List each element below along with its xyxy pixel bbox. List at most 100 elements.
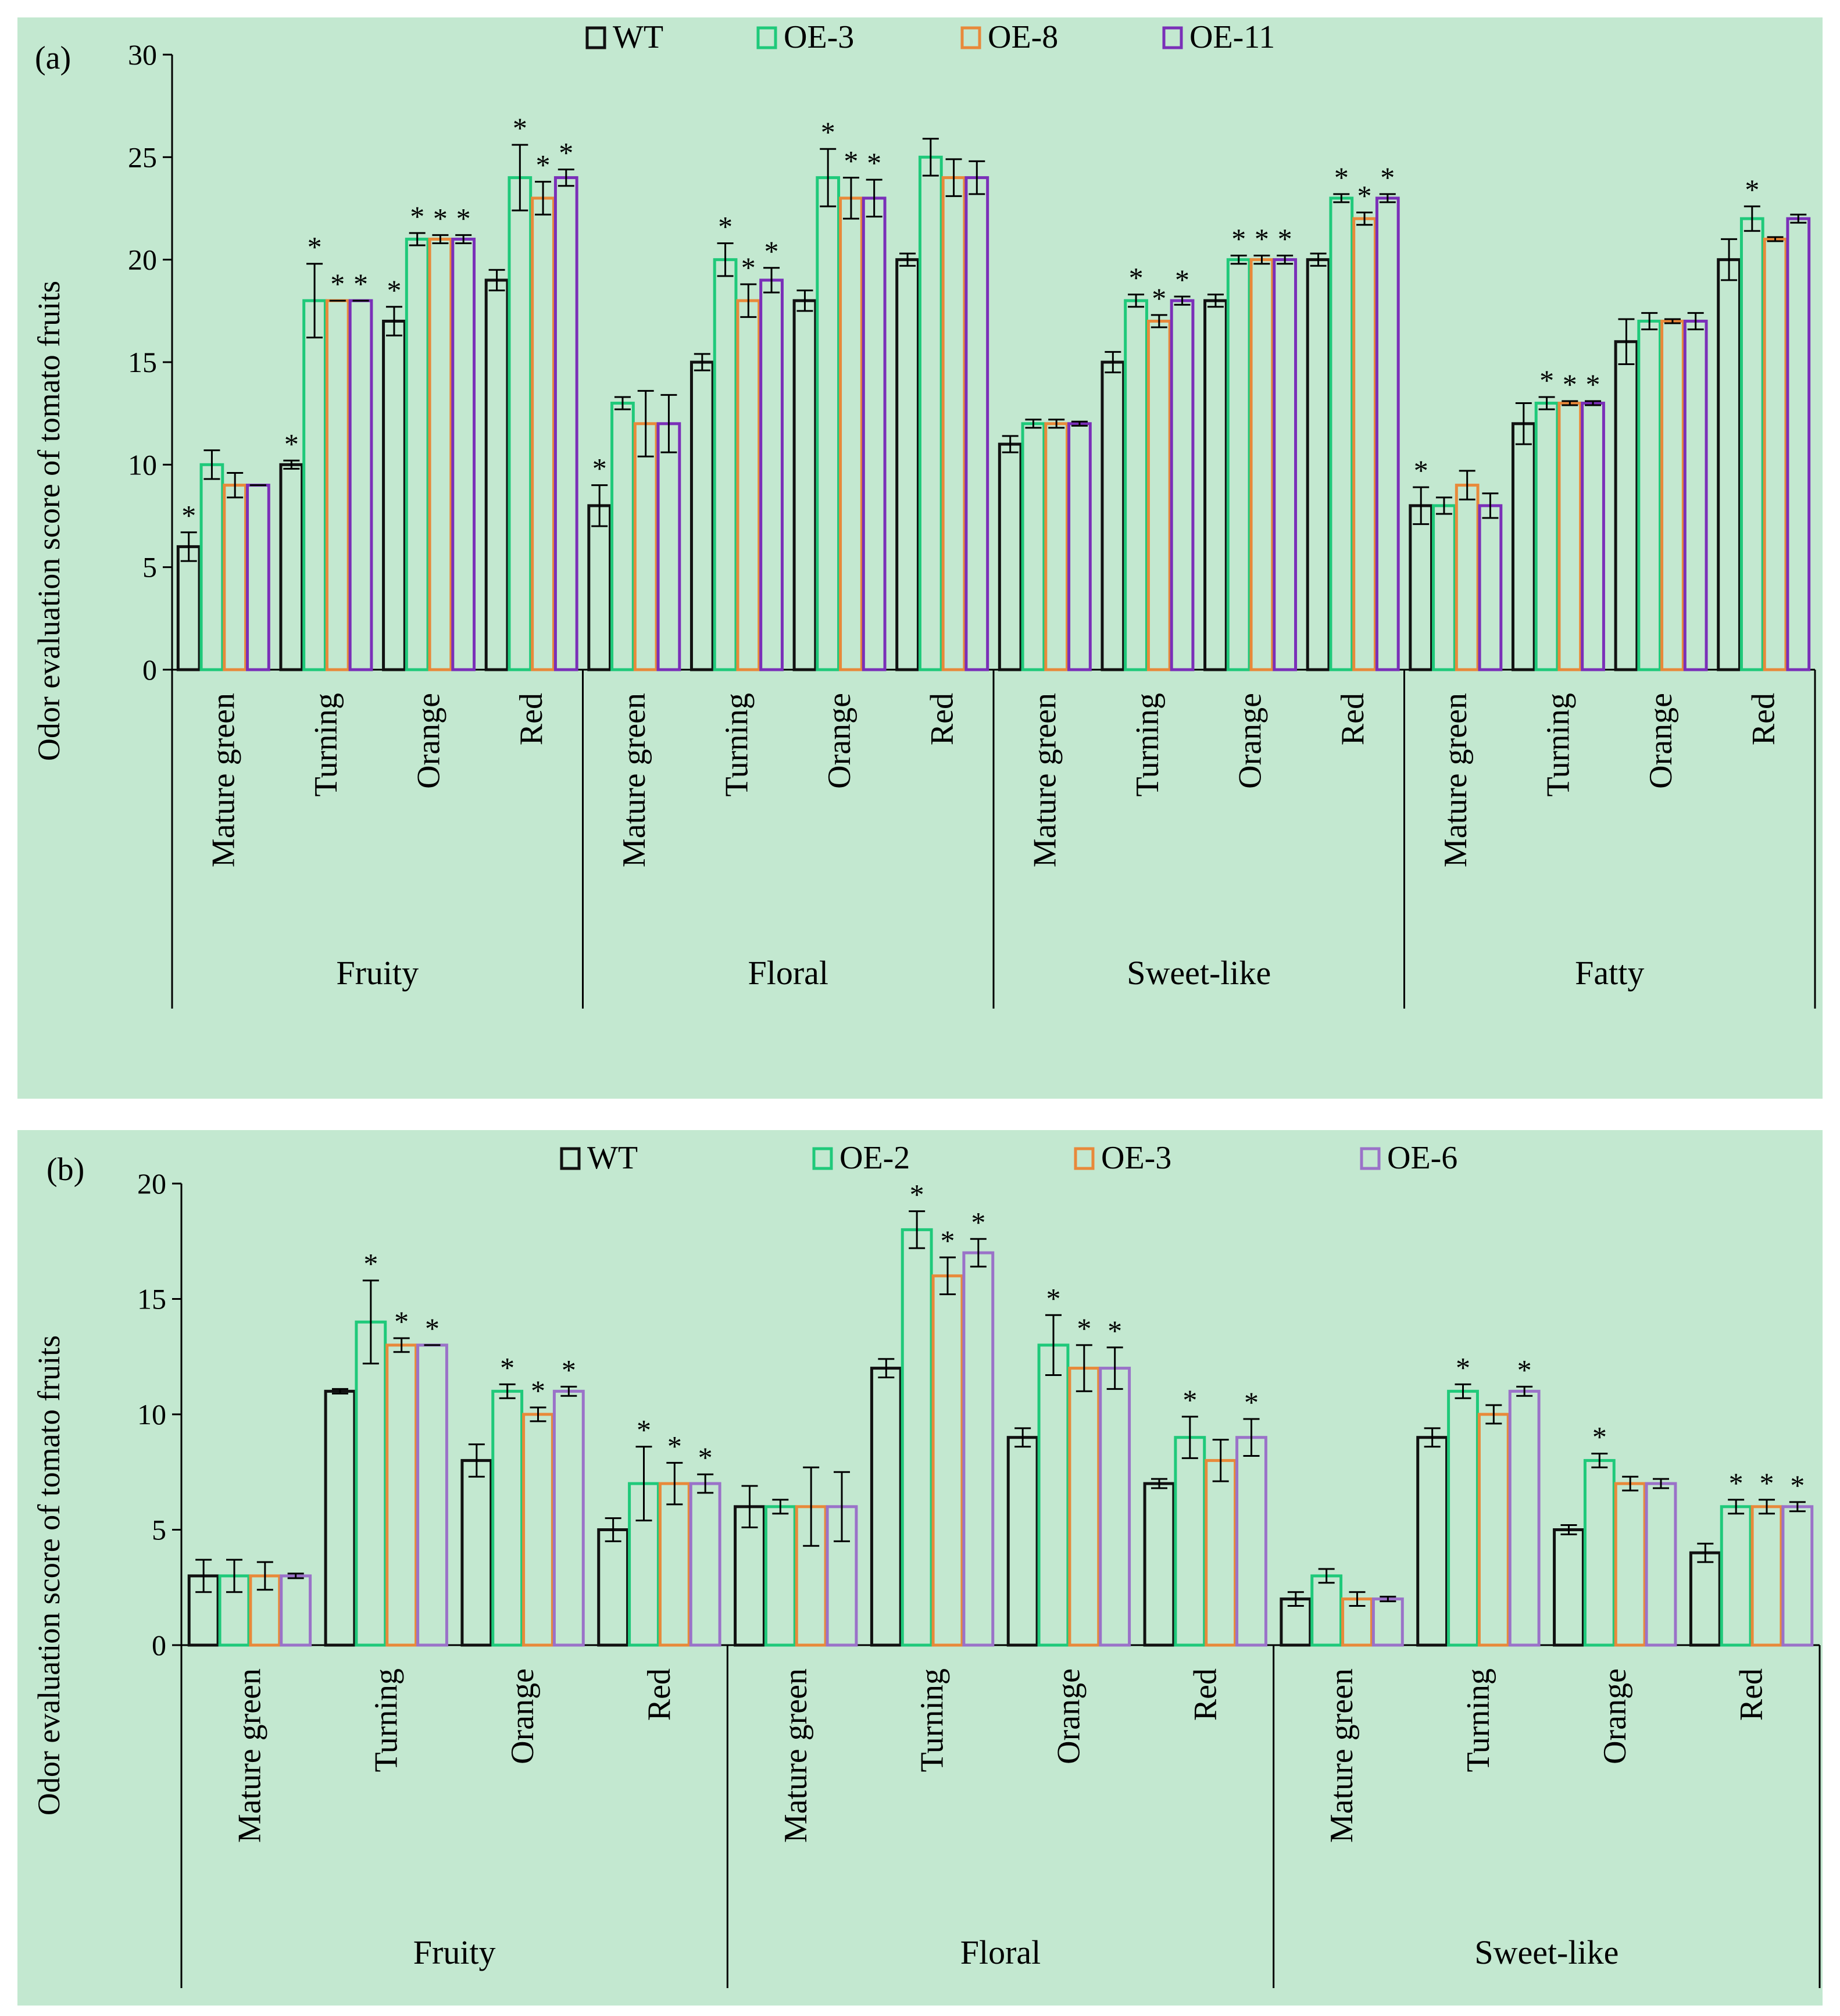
y-tick-label: 10 [128,448,157,481]
legend-swatch [960,26,981,49]
significance-mark: * [1077,1312,1091,1345]
significance-mark: * [425,1312,440,1345]
significance-mark: * [718,210,733,242]
legend-entry: OE-8 [988,19,1058,55]
significance-mark: * [1539,364,1554,396]
legend-entry: OE-3 [1101,1140,1171,1176]
y-tick-label: 15 [128,346,157,378]
group-label: Sweet-like [1474,1933,1619,1971]
significance-mark: * [1278,223,1292,255]
significance-mark: * [1182,1384,1197,1416]
significance-mark: * [1107,1314,1122,1347]
category-label: Orange [1597,1668,1633,1764]
significance-mark: * [910,1178,924,1211]
significance-mark: * [1563,368,1577,401]
legend-swatch [812,1147,833,1170]
significance-mark: * [1592,1420,1607,1453]
significance-mark: * [667,1429,682,1462]
group-label: Fatty [1575,954,1644,992]
significance-mark: * [1255,223,1269,255]
significance-mark: * [971,1206,985,1238]
category-label: Red [1187,1668,1223,1721]
group-label: Sweet-like [1127,954,1271,992]
legend-entry: OE-2 [839,1140,910,1176]
category-label: Mature green [1324,1668,1360,1843]
category-label: Mature green [616,693,652,867]
significance-mark: * [1231,223,1246,255]
significance-mark: * [387,274,401,306]
y-tick-label: 30 [128,38,157,71]
legend-entry: WT [587,1140,638,1176]
group-label: Fruity [336,954,419,992]
significance-mark: * [821,116,835,148]
significance-mark: * [330,267,345,300]
significance-mark: * [353,267,368,300]
legend-swatch [585,26,606,49]
category-label: Red [641,1668,677,1721]
legend-swatch [560,1147,581,1170]
significance-mark: * [592,452,607,485]
significance-mark: * [500,1351,515,1384]
category-label: Mature green [1438,693,1474,867]
significance-mark: * [1152,282,1166,314]
significance-mark: * [1046,1282,1060,1314]
significance-mark: * [1517,1353,1532,1386]
category-label: Mature green [1027,693,1063,867]
legend-entry: OE-6 [1387,1140,1457,1176]
category-label: Red [1746,693,1782,745]
y-axis-title: Odor evaluation score of tomato fruits [31,281,66,761]
legend-swatch [1162,26,1183,49]
significance-mark: * [181,499,196,532]
category-label: Mature green [778,1668,814,1843]
category-label: Turning [308,693,344,796]
y-tick-label: 0 [152,1629,166,1661]
panel-a: (a) 0 5 10 15 20 25 30 Odor evaluation score of … [17,17,1823,1099]
category-label: Red [924,693,960,745]
category-label: Turning [1460,1668,1496,1772]
significance-mark: * [513,112,527,144]
significance-mark: * [698,1441,713,1474]
legend-swatch [1360,1147,1381,1170]
panel-label: (b) [47,1152,84,1188]
significance-mark: * [410,200,424,233]
significance-mark: * [867,146,881,179]
significance-mark: * [1357,180,1372,212]
significance-mark: * [363,1248,378,1280]
legend-entry: OE-3 [784,19,854,55]
category-label: Orange [1051,1668,1087,1764]
category-label: Mature green [205,693,241,867]
significance-mark: * [559,136,573,169]
significance-mark: * [1456,1351,1470,1384]
significance-mark: * [1175,263,1189,296]
category-label: Turning [719,693,755,796]
significance-mark: * [1790,1469,1805,1502]
significance-mark: * [531,1374,545,1407]
significance-mark: * [1745,173,1759,206]
panel-b: (b) 0 5 10 15 20 Odor evaluation score of toma… [17,1130,1823,2006]
significance-mark: * [764,235,779,267]
group-label: Floral [960,1933,1041,1971]
legend-swatch [1074,1147,1095,1170]
significance-mark: * [284,427,299,460]
category-label: Turning [1130,693,1166,796]
category-label: Orange [821,693,858,789]
significance-mark: * [1586,368,1600,401]
legend-entry: OE-11 [1189,19,1275,55]
y-tick-label: 25 [128,141,157,173]
significance-mark: * [562,1353,576,1386]
significance-mark: * [433,202,448,234]
category-label: Orange [1232,693,1269,789]
y-axis-title: Odor evaluation score of tomato fruits [31,1335,66,1815]
group-label: Fruity [413,1933,496,1971]
category-label: Turning [914,1668,951,1772]
category-label: Red [1335,693,1371,745]
legend-entry: WT [613,19,663,55]
significance-mark: * [456,202,471,234]
significance-mark: * [637,1414,651,1446]
category-label: Turning [368,1668,404,1772]
significance-mark: * [1244,1386,1259,1418]
significance-mark: * [394,1305,409,1338]
category-label: Red [513,693,549,745]
y-tick-label: 20 [137,1167,166,1200]
group-label: Floral [748,954,828,992]
